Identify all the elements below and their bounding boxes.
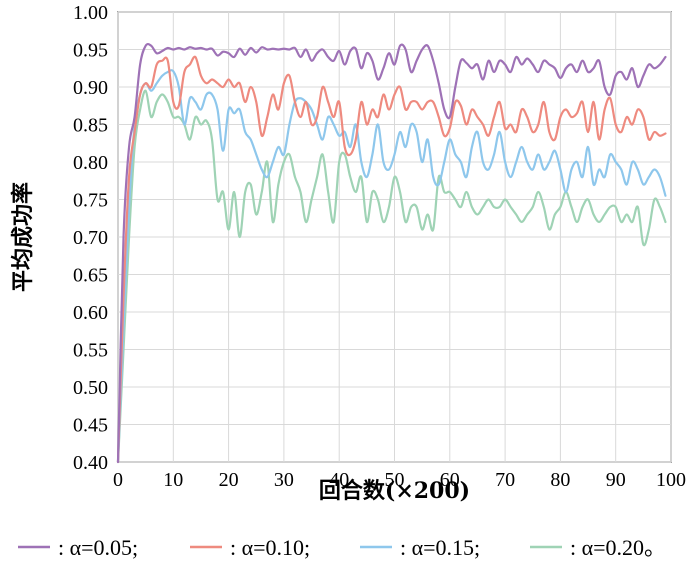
y-tick-label: 0.95 [73,40,108,62]
x-tick-label: 80 [550,469,570,491]
y-tick-label: 0.65 [73,265,108,287]
x-tick-label: 60 [440,469,460,491]
y-tick-label: 0.70 [73,227,108,249]
y-tick-label: 0.45 [73,415,108,437]
y-tick-label: 0.40 [73,452,108,474]
x-tick-label: 50 [385,469,405,491]
y-tick-label: 0.80 [73,152,108,174]
series-line-0 [116,42,667,464]
x-tick-label: 100 [656,469,686,491]
y-tick-label: 0.75 [73,190,108,212]
y-tick-label: 1.00 [73,2,108,24]
y-tick-label: 0.55 [73,340,108,362]
y-tick-label: 0.90 [73,77,108,99]
y-ticks: 0.40 0.45 0.50 0.55 0.60 0.65 0.70 0.75 0.80 0.85… [73,2,108,474]
x-tick-label: 0 [113,469,123,491]
legend-label-0: : α=0.05; [58,535,138,560]
grid [117,11,672,463]
y-tick-label: 0.85 [73,115,108,137]
x-tick-label: 40 [329,469,349,491]
x-ticks: 0 10 20 30 40 50 60 70 80 90 100 [113,469,686,491]
y-axis-title: 平均成功率 [10,182,36,292]
x-axis-title: 回合数(×200) [319,478,470,504]
legend-label-2: : α=0.15; [400,535,480,560]
legend-label-3: : α=0.20。 [570,535,666,560]
x-tick-label: 70 [495,469,515,491]
series-line-1 [116,55,667,464]
x-tick-label: 90 [606,469,626,491]
series-line-2 [116,69,667,464]
legend-label-1: : α=0.10; [230,535,310,560]
series-line-3 [116,89,667,464]
legend: : α=0.05; : α=0.10; : α=0.15; : α=0.20。 [18,535,666,560]
x-tick-label: 20 [219,469,239,491]
y-tick-label: 0.50 [73,377,108,399]
x-tick-label: 10 [163,469,183,491]
series-group [116,42,667,464]
x-tick-label: 30 [274,469,294,491]
y-tick-label: 0.60 [73,302,108,324]
